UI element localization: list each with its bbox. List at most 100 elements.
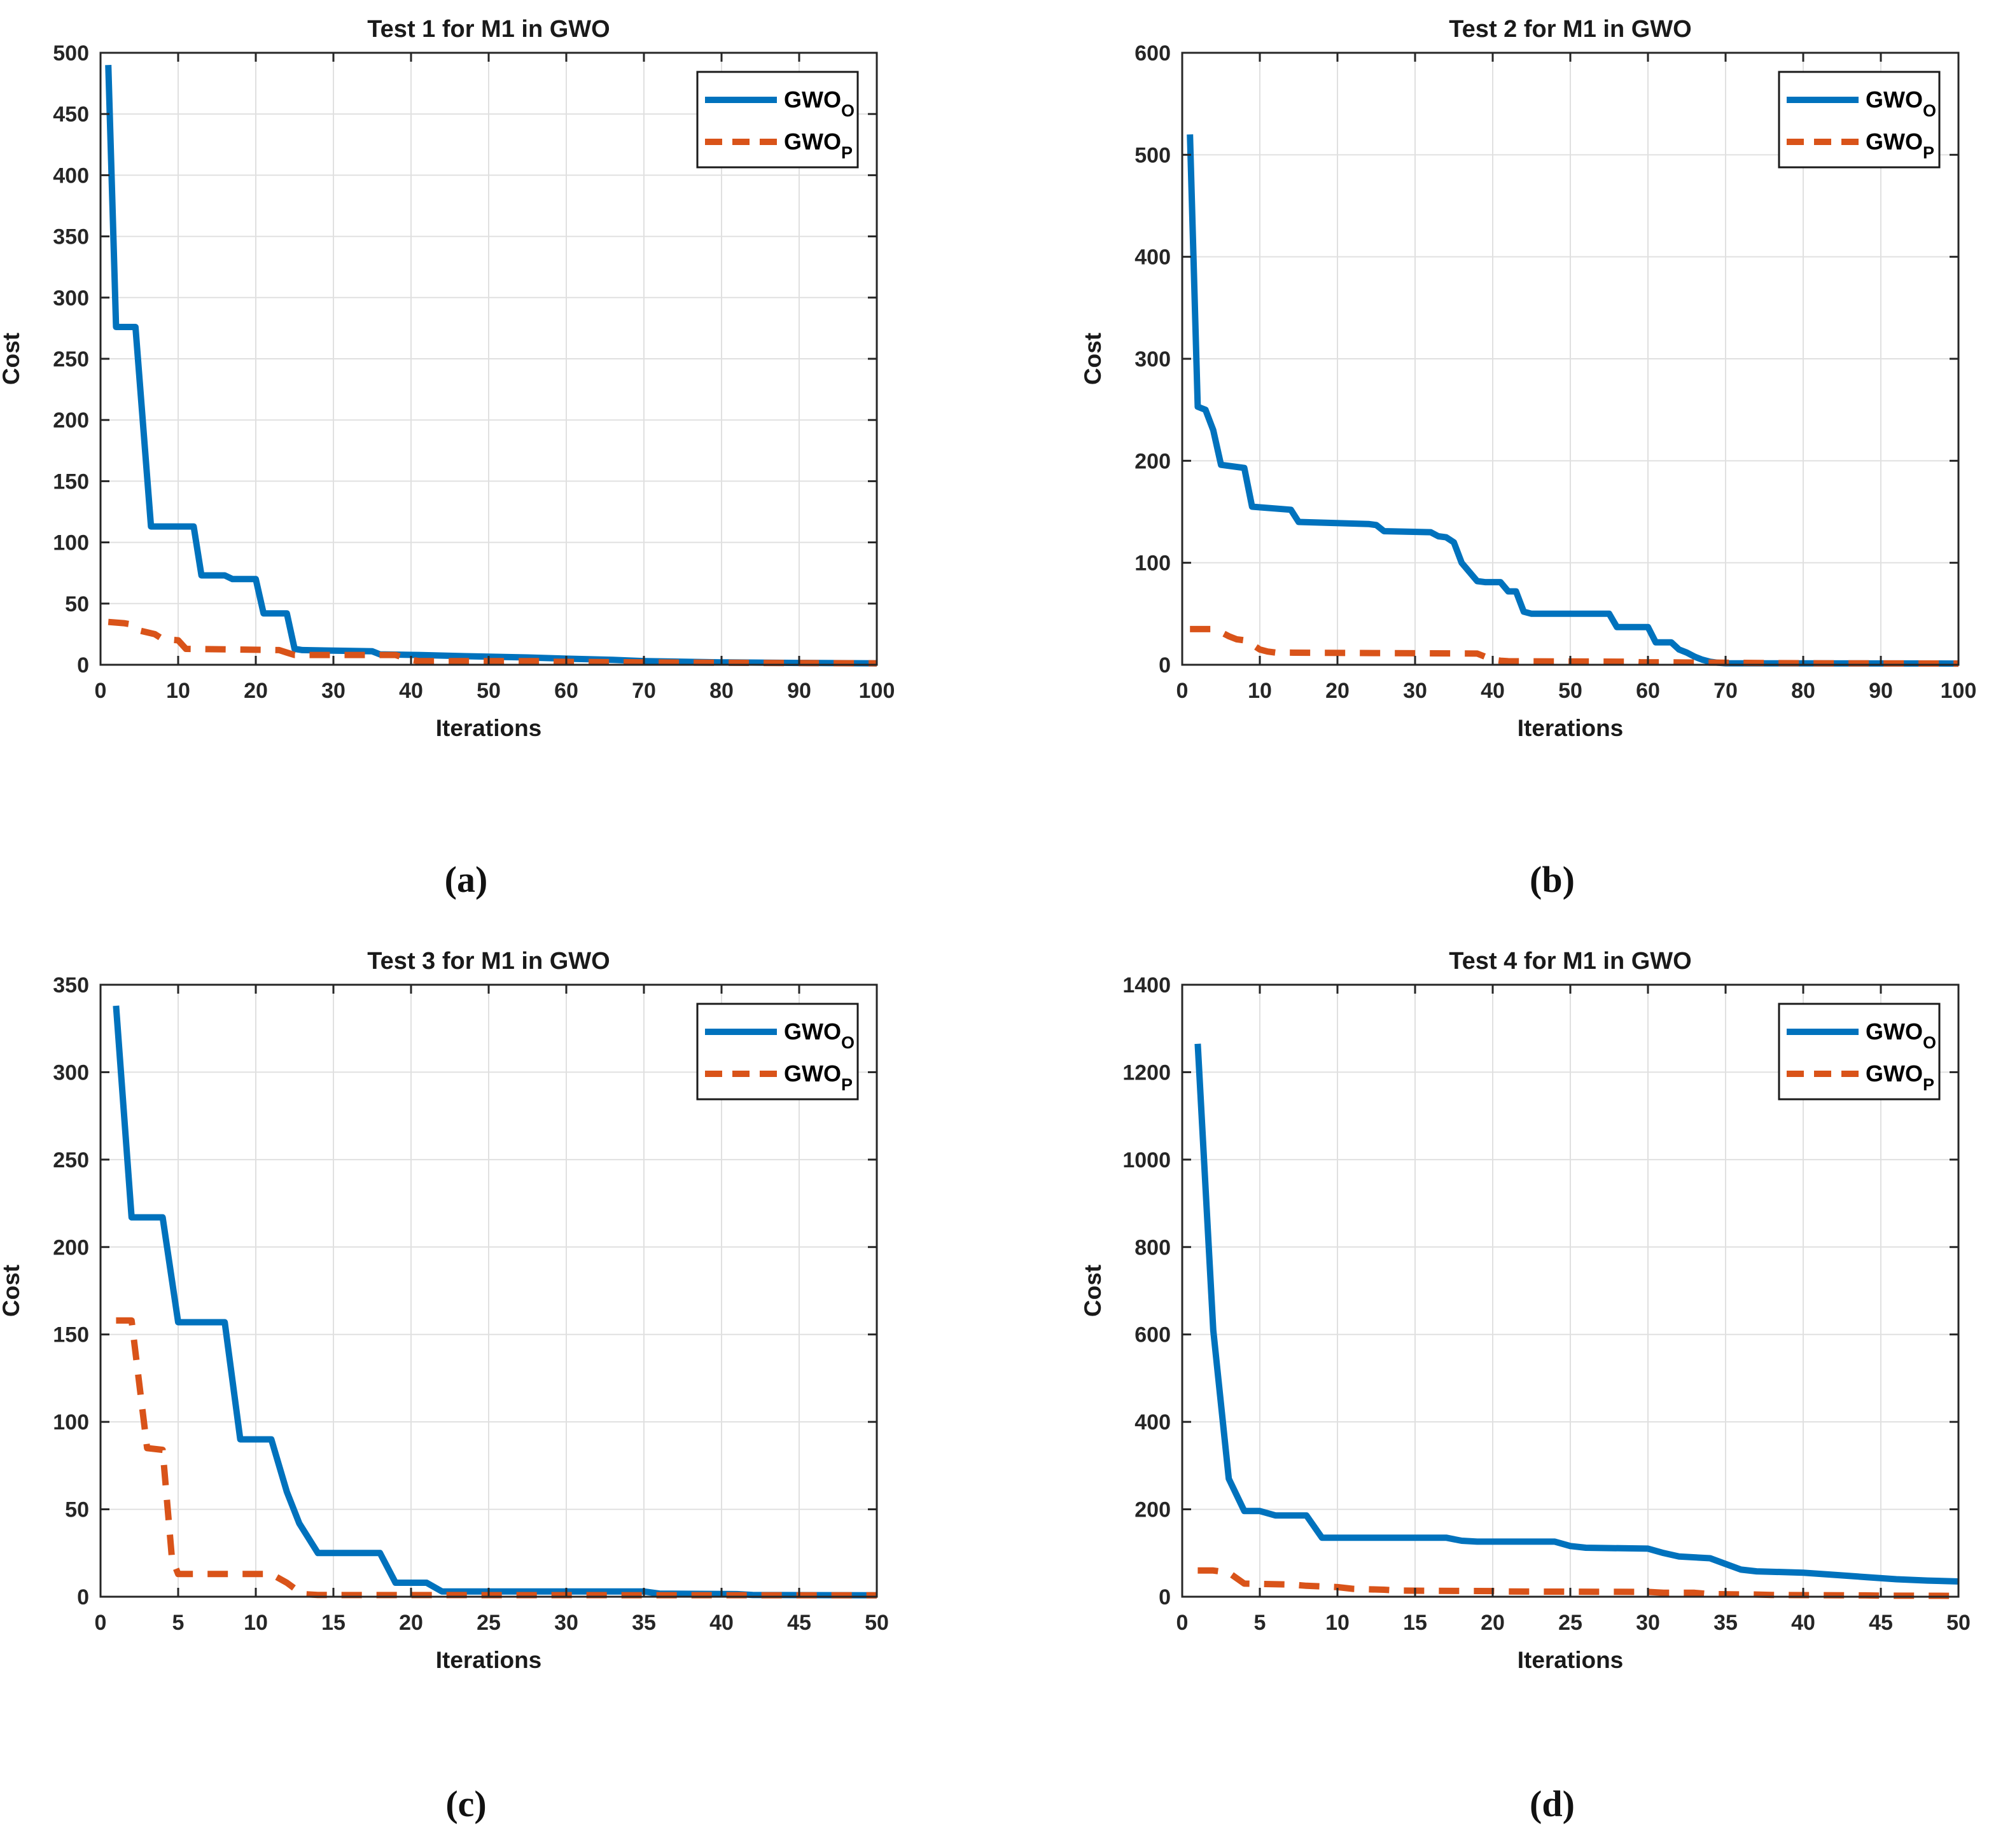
x-tick-label: 50 — [1558, 679, 1582, 703]
x-tick-label: 70 — [1713, 679, 1738, 703]
chart-test2-gwo: 0 10 20 30 40 50 60 70 80 90 100 0 100 200 300 400 500 60… — [1080, 16, 1977, 741]
legend-box — [1778, 1003, 1941, 1101]
x-tick-label: 0 — [1176, 1611, 1189, 1635]
series-line-GWO_O — [105, 65, 877, 667]
chart-title: Test 2 for M1 in GWO — [1449, 16, 1691, 43]
x-tick-label: 70 — [632, 679, 656, 703]
y-tick-label: 600 — [1134, 41, 1171, 66]
x-tick-label: 50 — [477, 679, 501, 703]
y-tick-label: 0 — [77, 1585, 89, 1609]
y-tick-label: 600 — [1134, 1323, 1171, 1347]
x-axis-label: Iterations — [1518, 715, 1624, 741]
y-axis-label: Cost — [1080, 333, 1106, 385]
x-tick-label: 100 — [859, 679, 895, 703]
y-tick-label: 50 — [65, 592, 89, 616]
x-tick-label: 50 — [865, 1611, 889, 1635]
y-tick-label: 100 — [1134, 552, 1171, 576]
x-tick-label: 60 — [1636, 679, 1660, 703]
y-tick-label: 800 — [1134, 1235, 1171, 1260]
y-tick-label: 500 — [53, 41, 89, 66]
y-tick-label: 500 — [1134, 143, 1171, 167]
x-tick-label: 5 — [1254, 1611, 1266, 1635]
x-tick-label: 25 — [1558, 1611, 1582, 1635]
y-tick-label: 250 — [53, 347, 89, 372]
x-tick-label: 90 — [787, 679, 811, 703]
y-tick-label: 0 — [1159, 1585, 1171, 1609]
x-tick-label: 10 — [1248, 679, 1272, 703]
legend-box — [696, 71, 859, 169]
x-tick-label: 30 — [1636, 1611, 1660, 1635]
chart-test3-gwo: 0 5 10 15 20 25 30 35 40 45 50 0 50 100 150 200 250 300 35… — [0, 948, 889, 1673]
x-tick-label: 25 — [477, 1611, 501, 1635]
x-tick-label: 90 — [1869, 679, 1893, 703]
x-tick-label: 0 — [1176, 679, 1189, 703]
x-tick-label: 0 — [95, 679, 107, 703]
y-axis-label: Cost — [0, 1265, 24, 1317]
panel-label-b: (b) — [994, 827, 1989, 932]
panel-label-c: (c) — [0, 1759, 994, 1848]
legend-label-GWO-P: GWOP — [1866, 1060, 1934, 1094]
x-tick-label: 40 — [1791, 1611, 1815, 1635]
legend-label-GWO-O: GWOO — [784, 87, 855, 120]
y-tick-label: 0 — [77, 653, 89, 677]
y-tick-label: 300 — [53, 1060, 89, 1085]
panel-label-d: (d) — [994, 1759, 1989, 1848]
x-tick-label: 10 — [244, 1611, 268, 1635]
y-tick-label: 200 — [53, 408, 89, 433]
y-tick-label: 300 — [53, 286, 89, 310]
x-tick-label: 60 — [554, 679, 578, 703]
x-tick-label: 35 — [632, 1611, 656, 1635]
x-axis-label: Iterations — [436, 1647, 542, 1673]
panel-label-d-text: (d) — [1530, 1782, 1575, 1824]
series-line-GWO_O — [1194, 1043, 1959, 1585]
x-tick-label: 45 — [787, 1611, 811, 1635]
y-tick-label: 350 — [53, 225, 89, 249]
x-tick-label: 20 — [399, 1611, 423, 1635]
chart-test4-gwo: 0 5 10 15 20 25 30 35 40 45 50 0 200 400 600 800 1000 120… — [1080, 948, 1971, 1673]
x-tick-label: 100 — [1941, 679, 1977, 703]
panel-label-b-text: (b) — [1530, 859, 1575, 900]
legend-box — [696, 1003, 859, 1101]
series-line-GWO_P — [1190, 625, 1959, 667]
x-tick-label: 30 — [1403, 679, 1427, 703]
x-tick-label: 40 — [1481, 679, 1505, 703]
y-axis-label: Cost — [0, 333, 24, 385]
y-tick-label: 400 — [1134, 246, 1171, 270]
series-line-GWO_P — [108, 618, 877, 667]
y-tick-label: 150 — [53, 1323, 89, 1347]
x-tick-label: 5 — [172, 1611, 185, 1635]
series-line-GWO_O — [1187, 134, 1959, 667]
x-tick-label: 10 — [166, 679, 190, 703]
y-tick-label: 100 — [53, 1410, 89, 1435]
y-tick-label: 250 — [53, 1148, 89, 1172]
x-tick-label: 40 — [709, 1611, 734, 1635]
x-tick-label: 35 — [1713, 1611, 1738, 1635]
legend-label-GWO-P: GWOP — [1866, 129, 1934, 162]
x-tick-label: 45 — [1869, 1611, 1893, 1635]
x-tick-label: 20 — [1481, 1611, 1505, 1635]
y-tick-label: 1200 — [1122, 1060, 1171, 1085]
x-tick-label: 15 — [1403, 1611, 1427, 1635]
y-tick-label: 100 — [53, 531, 89, 555]
y-tick-label: 0 — [1159, 653, 1171, 677]
panel-label-c-text: (c) — [445, 1782, 487, 1824]
x-tick-label: 50 — [1946, 1611, 1971, 1635]
y-tick-label: 150 — [53, 469, 89, 494]
legend-label-GWO-P: GWOP — [784, 1060, 853, 1094]
legend-label-GWO-O: GWOO — [784, 1018, 855, 1052]
legend-label-GWO-P: GWOP — [784, 129, 853, 162]
chart-title: Test 3 for M1 in GWO — [367, 948, 610, 975]
y-tick-label: 400 — [1134, 1410, 1171, 1435]
x-tick-label: 10 — [1325, 1611, 1350, 1635]
y-tick-label: 50 — [65, 1498, 89, 1522]
y-tick-label: 450 — [53, 102, 89, 127]
y-axis-label: Cost — [1080, 1265, 1106, 1317]
chart-title: Test 4 for M1 in GWO — [1449, 948, 1691, 975]
y-tick-label: 1400 — [1122, 973, 1171, 997]
x-axis-label: Iterations — [1518, 1647, 1624, 1673]
chart-test1-gwo: 0 10 20 30 40 50 60 70 80 90 100 0 50 100 150 200 250 300… — [0, 16, 895, 741]
x-tick-label: 20 — [1325, 679, 1350, 703]
panel-label-a-text: (a) — [444, 859, 488, 900]
x-tick-label: 20 — [244, 679, 268, 703]
